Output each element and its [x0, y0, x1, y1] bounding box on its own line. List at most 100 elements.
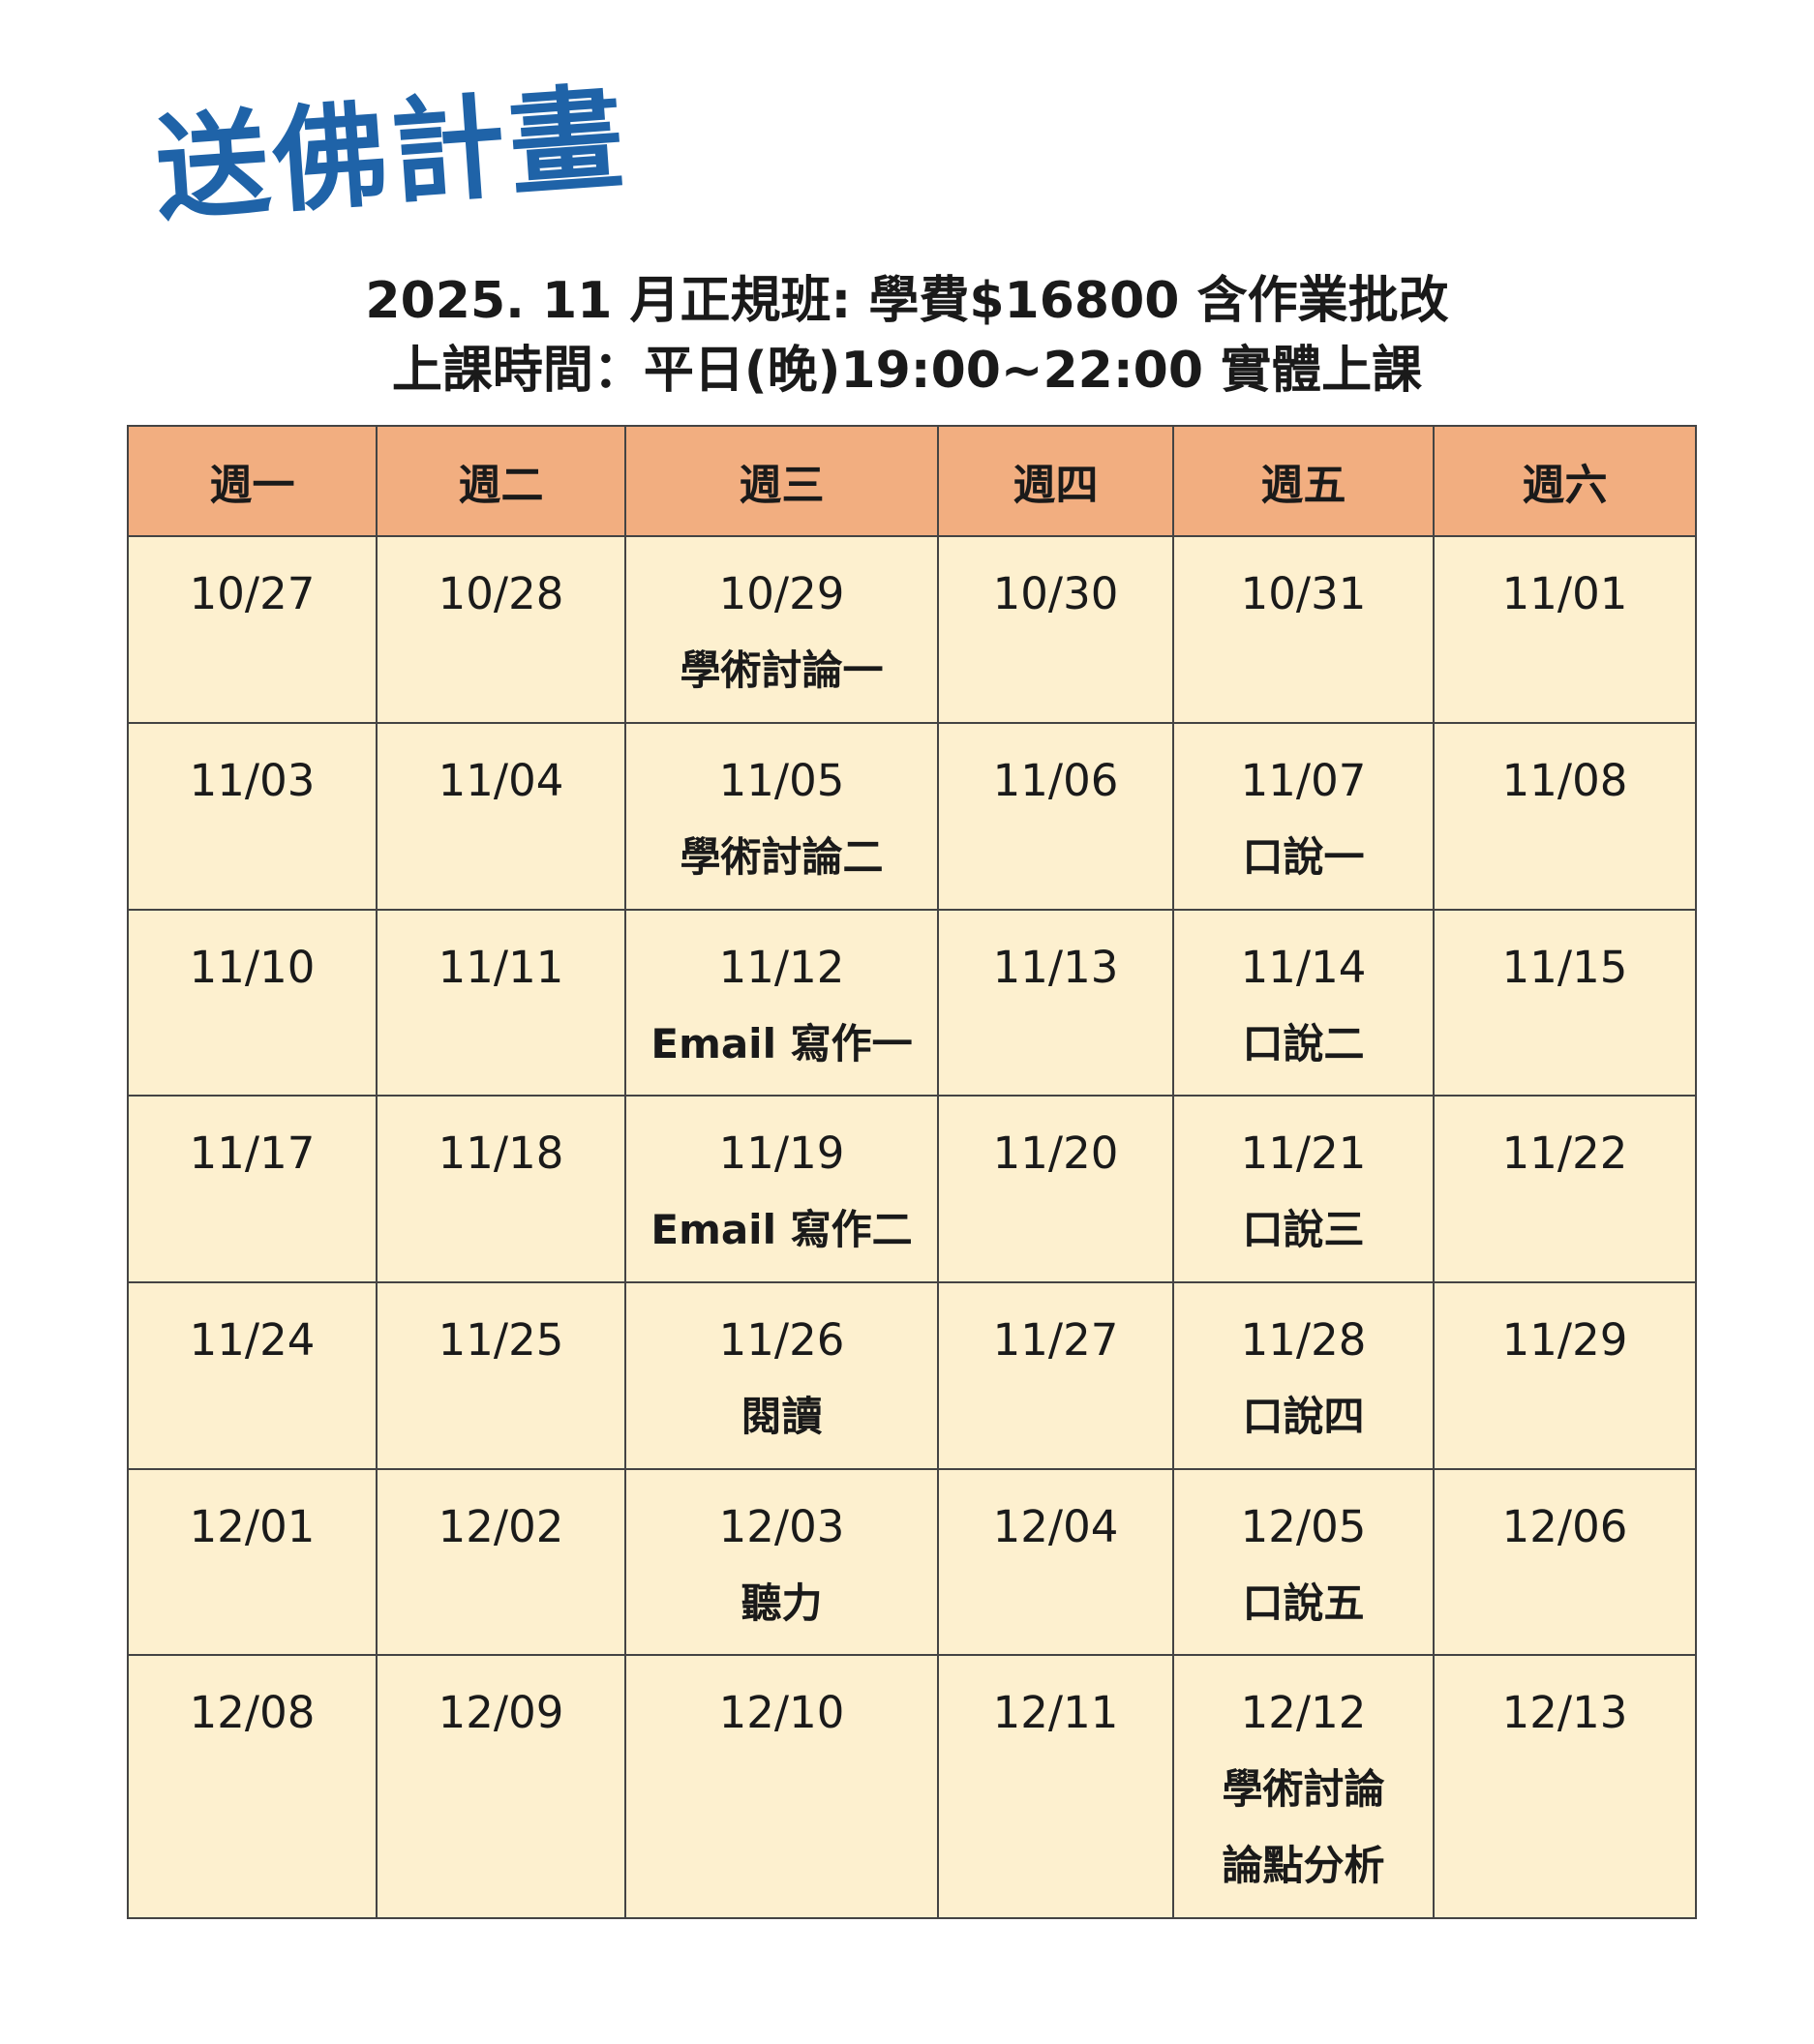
- date: 11/04: [438, 755, 564, 806]
- day-cell: 10/27: [127, 535, 378, 724]
- header-cell: 週六: [1433, 425, 1697, 537]
- date: 12/10: [718, 1687, 845, 1738]
- day-cell: 10/29 學術討論一: [624, 535, 939, 724]
- date: 12/04: [992, 1501, 1119, 1552]
- logo: 送佛計畫: [150, 71, 632, 237]
- day-cell: 11/28 口說四: [1172, 1281, 1435, 1470]
- date: 11/17: [189, 1127, 316, 1179]
- date: 12/01: [189, 1501, 316, 1552]
- class-topic: Email 寫作二: [650, 1206, 913, 1253]
- day-cell: 11/29: [1433, 1281, 1697, 1470]
- day-cell: 11/14 口說二: [1172, 909, 1435, 1097]
- day-cell: 11/13: [937, 909, 1174, 1097]
- day-cell: 11/21 口說三: [1172, 1095, 1435, 1283]
- date: 11/28: [1240, 1314, 1367, 1366]
- day-cell: 11/22: [1433, 1095, 1697, 1283]
- day-cell: 11/04: [376, 722, 626, 911]
- date: 12/08: [189, 1687, 316, 1738]
- day-cell: 11/05 學術討論二: [624, 722, 939, 911]
- date: 11/24: [189, 1314, 316, 1366]
- date: 11/13: [992, 942, 1119, 993]
- date: 11/12: [718, 942, 845, 993]
- class-topic: Email 寫作一: [650, 1020, 913, 1067]
- class-topic: 口說二: [1242, 1020, 1365, 1067]
- day-cell: 11/20: [937, 1095, 1174, 1283]
- date: 12/09: [438, 1687, 564, 1738]
- date: 12/11: [992, 1687, 1119, 1738]
- day-cell: 11/26 閱讀: [624, 1281, 939, 1470]
- date: 11/21: [1240, 1127, 1367, 1179]
- date: 11/18: [438, 1127, 564, 1179]
- date: 10/30: [992, 568, 1119, 619]
- day-cell: 12/13: [1433, 1654, 1697, 1919]
- date: 11/05: [718, 755, 845, 806]
- header-cell: 週一: [127, 425, 378, 537]
- day-cell: 11/25: [376, 1281, 626, 1470]
- date: 10/29: [718, 568, 845, 619]
- date: 11/22: [1501, 1127, 1628, 1179]
- class-topic: 口說一: [1242, 833, 1365, 881]
- day-cell: 12/10: [624, 1654, 939, 1919]
- date: 12/05: [1240, 1501, 1367, 1552]
- header-cell: 週四: [937, 425, 1174, 537]
- day-cell: 11/24: [127, 1281, 378, 1470]
- day-cell: 10/28: [376, 535, 626, 724]
- class-topic: 聽力: [741, 1579, 823, 1627]
- day-cell: 11/01: [1433, 535, 1697, 724]
- date: 12/06: [1501, 1501, 1628, 1552]
- day-cell: 11/18: [376, 1095, 626, 1283]
- date: 11/03: [189, 755, 316, 806]
- class-topic: 學術討論二: [680, 833, 884, 881]
- header-cell: 週三: [624, 425, 939, 537]
- date: 11/11: [438, 942, 564, 993]
- date: 11/19: [718, 1127, 845, 1179]
- day-cell: 12/03 聽力: [624, 1468, 939, 1656]
- day-cell: 11/08: [1433, 722, 1697, 911]
- date: 12/03: [718, 1501, 845, 1552]
- day-cell: 12/06: [1433, 1468, 1697, 1656]
- date: 11/10: [189, 942, 316, 993]
- day-cell: 11/19 Email 寫作二: [624, 1095, 939, 1283]
- date: 11/25: [438, 1314, 564, 1366]
- date: 11/15: [1501, 942, 1628, 993]
- date: 12/12: [1240, 1687, 1367, 1738]
- day-cell: 11/10: [127, 909, 378, 1097]
- day-cell: 11/06: [937, 722, 1174, 911]
- title-line: 2025. 11 月正規班: 學費$16800 含作業批改: [365, 272, 1449, 330]
- day-cell: 11/07 口說一: [1172, 722, 1435, 911]
- day-cell: 12/12 學術討論論點分析: [1172, 1654, 1435, 1919]
- header-cell: 週二: [376, 425, 626, 537]
- day-cell: 11/27: [937, 1281, 1174, 1470]
- class-topic: 口說五: [1242, 1579, 1365, 1627]
- day-cell: 12/09: [376, 1654, 626, 1919]
- class-topic: 閱讀: [741, 1393, 823, 1440]
- day-cell: 12/08: [127, 1654, 378, 1919]
- date: 11/01: [1501, 568, 1628, 619]
- class-topic: 論點分析: [1222, 1842, 1385, 1889]
- date: 11/06: [992, 755, 1119, 806]
- day-cell: 12/11: [937, 1654, 1174, 1919]
- class-topic: 學術討論: [1222, 1765, 1385, 1813]
- date: 11/08: [1501, 755, 1628, 806]
- date: 11/29: [1501, 1314, 1628, 1366]
- date: 12/02: [438, 1501, 564, 1552]
- day-cell: 10/31: [1172, 535, 1435, 724]
- date: 12/13: [1501, 1687, 1628, 1738]
- date: 11/07: [1240, 755, 1367, 806]
- day-cell: 11/17: [127, 1095, 378, 1283]
- day-cell: 12/01: [127, 1468, 378, 1656]
- date: 11/26: [718, 1314, 845, 1366]
- title-line: 上課時間：平日(晚)19:00~22:00 實體上課: [391, 342, 1423, 400]
- class-topic: 學術討論一: [680, 646, 884, 694]
- header-cell: 週五: [1172, 425, 1435, 537]
- class-topic: 口說四: [1242, 1393, 1365, 1440]
- day-cell: 11/11: [376, 909, 626, 1097]
- date: 11/27: [992, 1314, 1119, 1366]
- class-topic: 口說三: [1242, 1206, 1365, 1253]
- date: 11/14: [1240, 942, 1367, 993]
- day-cell: 11/15: [1433, 909, 1697, 1097]
- date: 11/20: [992, 1127, 1119, 1179]
- day-cell: 11/03: [127, 722, 378, 911]
- day-cell: 10/30: [937, 535, 1174, 724]
